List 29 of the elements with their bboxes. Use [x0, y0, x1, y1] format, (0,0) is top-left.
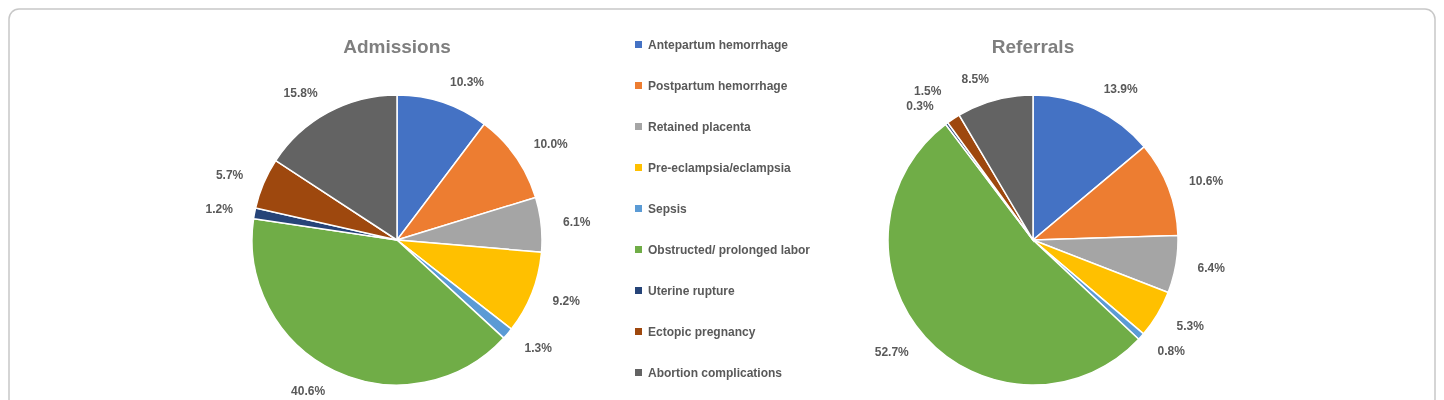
chart-title: Admissions — [343, 36, 451, 57]
legend-label: Ectopic pregnancy — [648, 325, 756, 340]
data-label: 6.4% — [1197, 261, 1226, 276]
data-label: 5.7% — [215, 167, 244, 182]
data-label: 40.6% — [291, 383, 326, 398]
legend-label: Sepsis — [648, 202, 688, 217]
data-label: 10.3% — [450, 74, 485, 89]
data-label: 1.5% — [913, 84, 942, 99]
legend-label: Postpartum hemorrhage — [648, 79, 788, 94]
data-label: 5.3% — [1176, 318, 1205, 333]
chart-title: Referrals — [991, 36, 1075, 57]
data-label: 10.0% — [533, 137, 569, 152]
legend-label: Antepartum hemorrhage — [648, 38, 789, 53]
data-label: 1.2% — [205, 202, 234, 217]
legend-label: Abortion complications — [648, 366, 783, 381]
legend-label: Pre-eclampsia/eclampsia — [648, 161, 792, 176]
legend-label: Retained placenta — [648, 120, 752, 135]
legend-label: Uterine rupture — [648, 284, 735, 299]
data-label: 9.2% — [552, 294, 581, 309]
data-label: 8.5% — [961, 72, 990, 87]
data-label: 0.3% — [906, 99, 934, 114]
data-label: 6.1% — [563, 215, 591, 230]
data-label: 0.8% — [1157, 344, 1186, 359]
data-label: 52.7% — [874, 344, 910, 359]
data-label: 10.6% — [1189, 173, 1224, 188]
data-label: 13.9% — [1103, 81, 1138, 96]
data-label: 1.3% — [524, 341, 553, 356]
legend-label: Obstructed/ prolonged labor — [648, 243, 811, 258]
data-label: 15.8% — [283, 86, 318, 101]
